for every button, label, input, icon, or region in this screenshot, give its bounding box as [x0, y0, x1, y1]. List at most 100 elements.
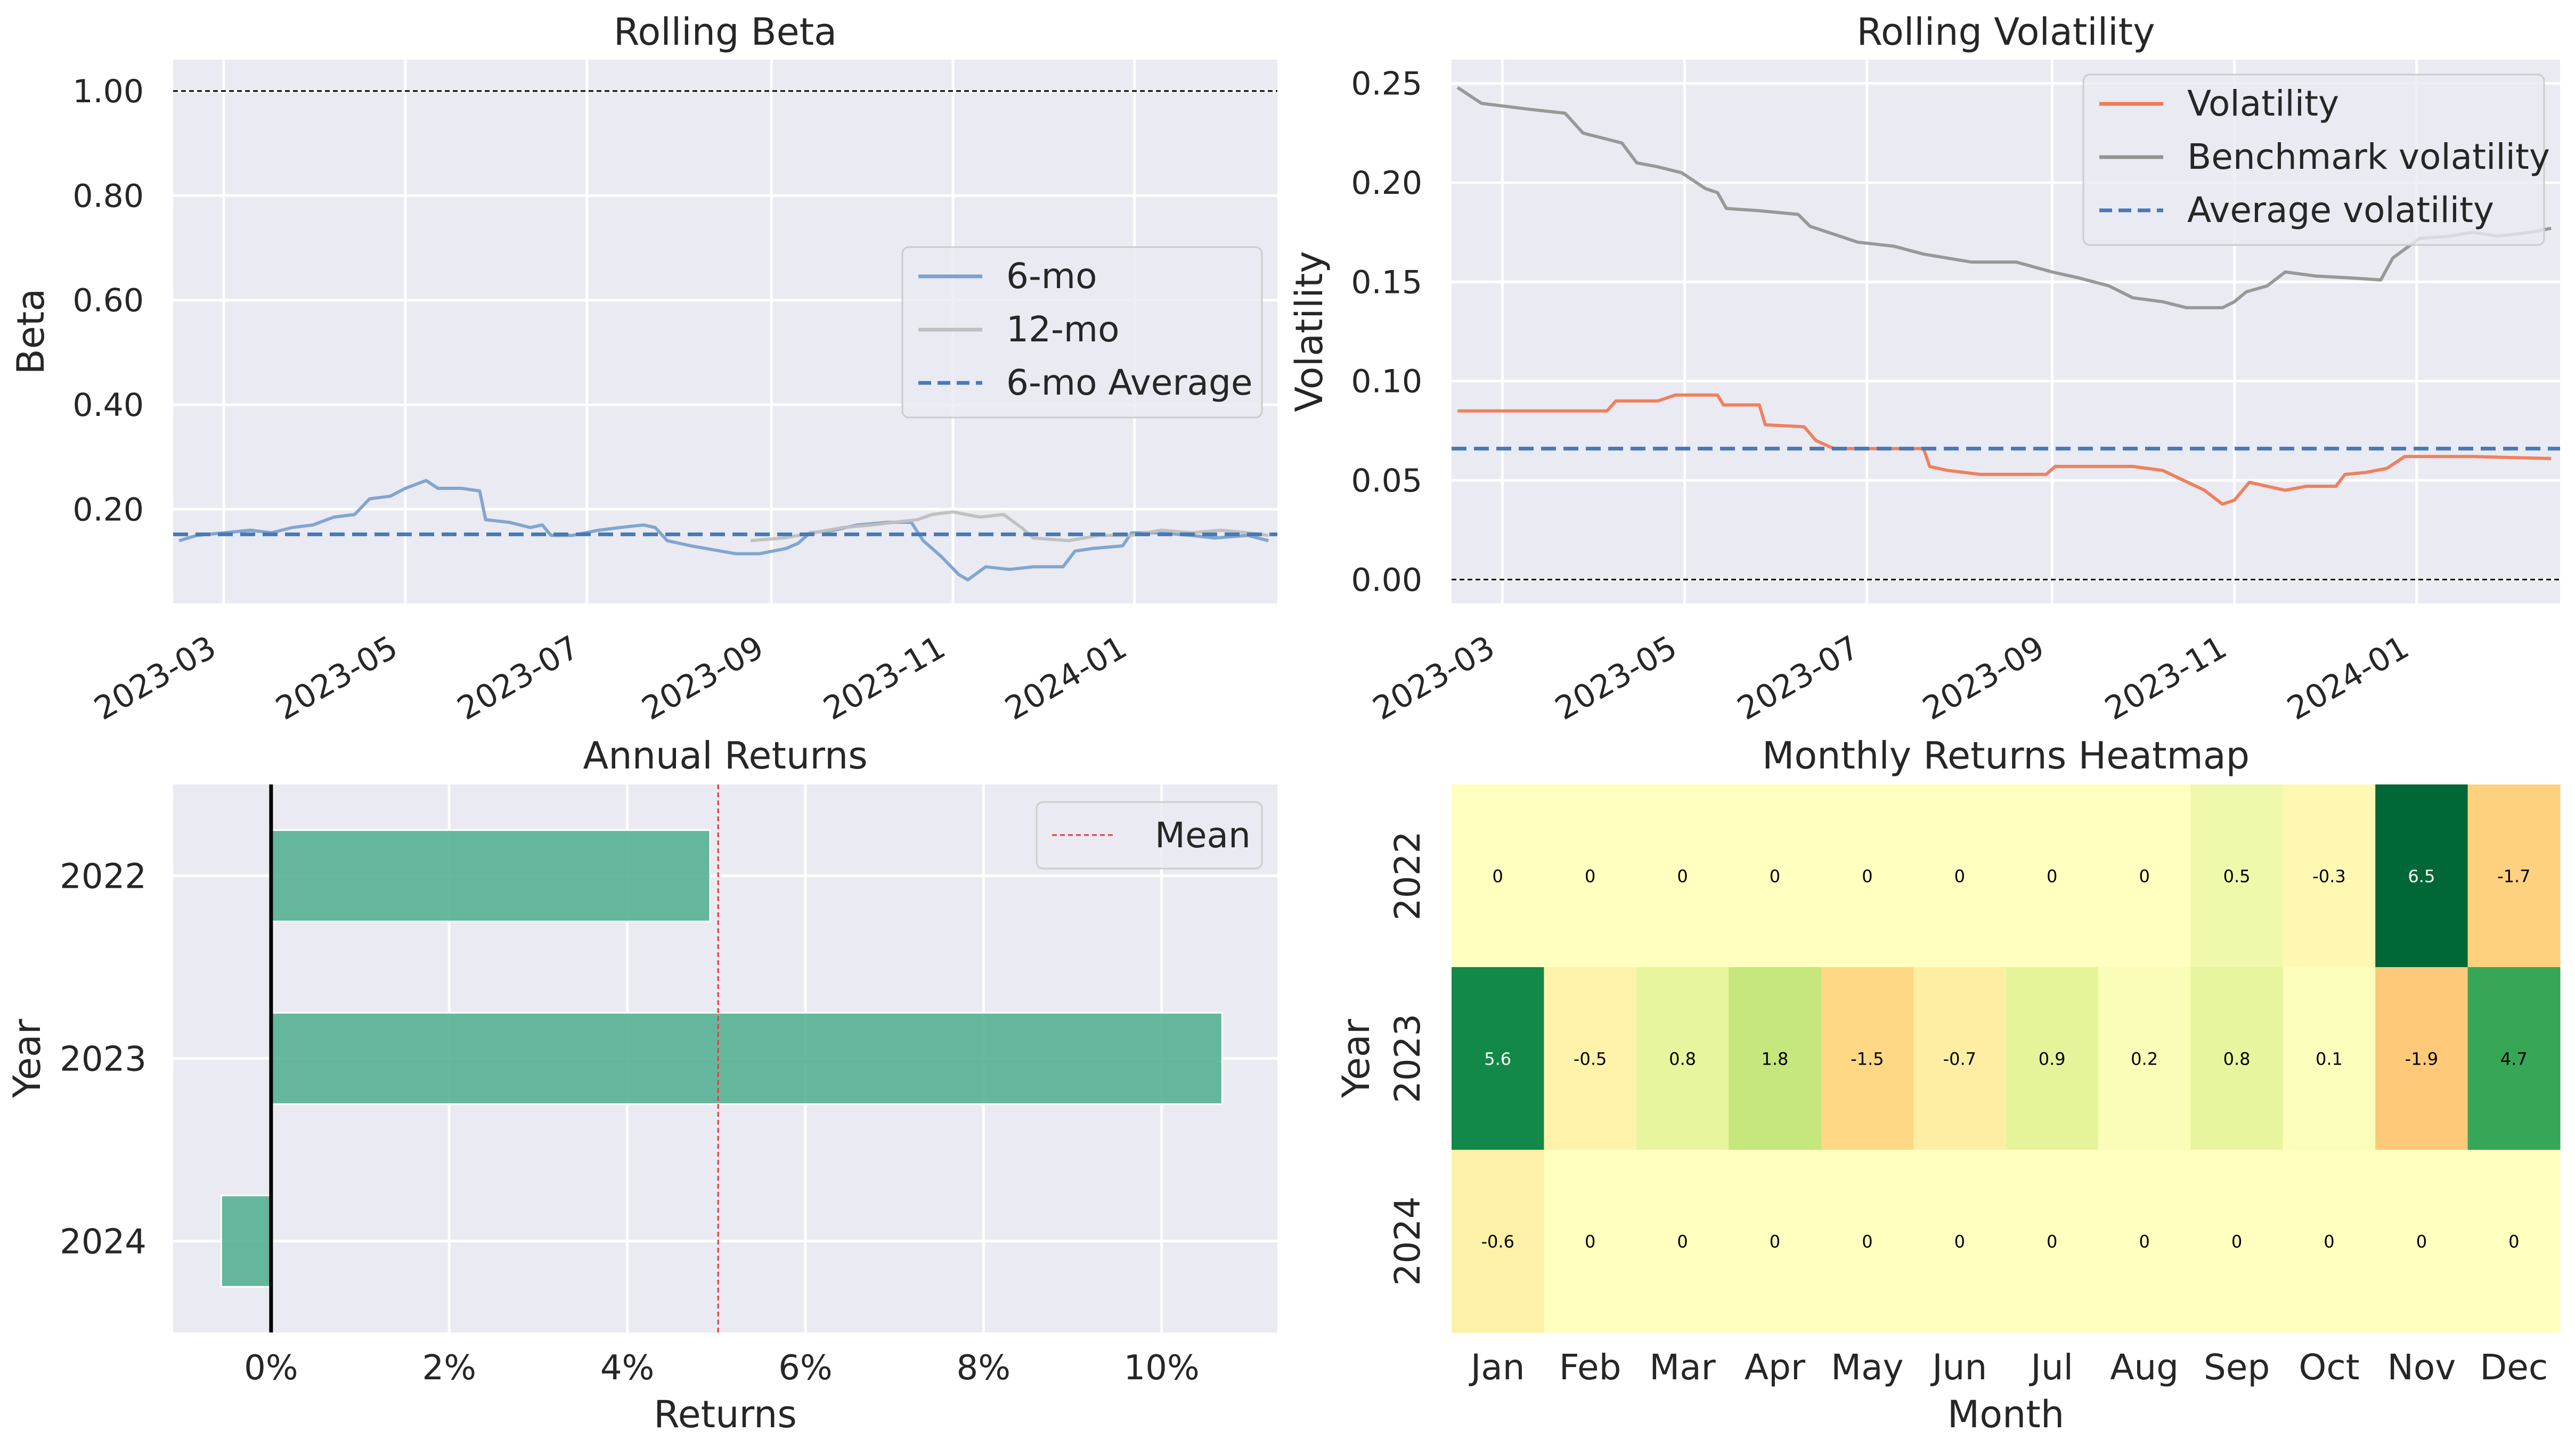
- heatmap-cell: [2006, 1150, 2099, 1333]
- x-tick-label: 2023-09: [1917, 628, 2051, 727]
- cell-value-label: 0: [2508, 1232, 2519, 1252]
- legend: 6-mo 12-mo 6-mo Average: [901, 246, 1263, 419]
- y-tick-label: 2024: [1387, 1197, 1428, 1286]
- heatmap-cell: [2467, 1150, 2561, 1333]
- y-tick-label: 2023: [1387, 1014, 1428, 1103]
- x-tick-label: Aug: [2110, 1347, 2179, 1388]
- cell-value-label: -1.5: [1851, 1049, 1884, 1069]
- heatmap-cell: [1544, 967, 1637, 1150]
- heatmap-cell: [1544, 1150, 1637, 1333]
- heatmap-cell: [1821, 1150, 1914, 1333]
- bar-2022: [270, 829, 711, 922]
- cell-value-label: 0: [1954, 866, 1965, 887]
- legend: Mean: [1036, 801, 1263, 870]
- cell-value-label: 0.5: [2223, 866, 2251, 887]
- x-tick-label: 2%: [422, 1348, 476, 1388]
- y-tick-label: 0.20: [1351, 165, 1422, 202]
- cell-value-label: -0.6: [1481, 1232, 1514, 1252]
- heatmap-cell: [1821, 967, 1914, 1150]
- cell-value-label: 0: [1677, 1232, 1688, 1252]
- cell-value-label: 0: [1585, 866, 1595, 887]
- cell-value-label: 0: [1493, 866, 1503, 887]
- cell-value-label: 0.8: [2223, 1049, 2251, 1069]
- legend-label: Volatility: [2187, 83, 2339, 124]
- cell-value-label: 6.5: [2408, 866, 2435, 887]
- cell-value-label: 0: [1585, 1232, 1595, 1252]
- cell-value-label: 1.8: [1762, 1049, 1789, 1069]
- x-tick-label: Oct: [2299, 1347, 2359, 1388]
- x-tick-label: Dec: [2480, 1347, 2548, 1388]
- chart-title: Rolling Volatility: [1857, 10, 2155, 54]
- cell-value-label: 0: [1954, 1232, 1965, 1252]
- y-tick-label: 2022: [60, 857, 146, 897]
- legend: Volatility Benchmark volatility Average vo…: [2082, 73, 2550, 246]
- cell-value-label: -0.3: [2312, 866, 2345, 887]
- x-tick-label: 4%: [600, 1348, 655, 1388]
- x-tick-label: 2024-01: [999, 628, 1133, 727]
- cell-value-label: -0.5: [1574, 1049, 1607, 1069]
- y-axis-label: Year: [1334, 1019, 1378, 1098]
- y-tick-label: 2023: [60, 1040, 146, 1079]
- cell-value-label: -1.9: [2405, 1049, 2438, 1069]
- bar-2024: [220, 1195, 272, 1288]
- cell-value-label: 0.2: [2131, 1049, 2158, 1069]
- cell-value-label: 0: [2231, 1232, 2242, 1252]
- heatmap-cell: [1636, 1150, 1729, 1333]
- x-tick-label: Feb: [1559, 1347, 1621, 1388]
- legend-label: Average volatility: [2187, 190, 2494, 231]
- heatmap-cell: [2098, 784, 2191, 968]
- y-axis-label: Year: [5, 1019, 49, 1098]
- chart-title: Rolling Beta: [614, 10, 837, 54]
- x-tick-label: Jul: [2028, 1347, 2073, 1388]
- heatmap-cell: [1913, 1150, 2006, 1333]
- y-axis-label: Volatility: [1287, 251, 1331, 412]
- legend-label: 6-mo Average: [1006, 362, 1252, 403]
- heatmap-panel: 0 0 0 0 0 0 0 0 0.5 -0.3 6.5 -1.7 5.6 -0.5 0.8 1.8 -1.5 -…: [1334, 734, 2561, 1436]
- cell-value-label: -0.7: [1943, 1049, 1976, 1069]
- cell-value-label: 0.9: [2039, 1049, 2066, 1069]
- heatmap-cell: [1452, 1150, 1544, 1333]
- heatmap-cell: [1729, 784, 1822, 968]
- cell-value-label: 4.7: [2500, 1049, 2528, 1069]
- heatmap-cell: [2098, 967, 2191, 1150]
- series-line-6-mo: [178, 479, 1269, 582]
- heatmap-cell: [1729, 967, 1822, 1150]
- rolling_beta-panel: 2023-03 2023-05 2023-07 2023-09 2023-11 2024-…: [9, 10, 1277, 727]
- x-tick-label: Nov: [2387, 1347, 2456, 1388]
- legend-label: 6-mo: [1006, 256, 1097, 297]
- bar-2023: [270, 1012, 1223, 1105]
- x-tick-label: 2023-11: [2099, 628, 2233, 727]
- heatmap-cell: [2375, 1150, 2468, 1333]
- cell-value-label: 0.8: [1669, 1049, 1696, 1069]
- x-tick-label: 2023-03: [1367, 628, 1501, 727]
- y-tick-label: 0.15: [1351, 264, 1422, 301]
- x-tick-label: Apr: [1745, 1347, 1806, 1388]
- y-tick-label: 0.25: [1351, 66, 1422, 103]
- legend-box: [901, 246, 1263, 419]
- cell-value-label: 0: [2416, 1232, 2427, 1252]
- rolling_volatility-panel: 2023-03 2023-05 2023-07 2023-09 2023-11 2024-…: [1287, 10, 2560, 727]
- chart-title: Monthly Returns Heatmap: [1762, 734, 2250, 778]
- cell-value-label: 0: [2139, 1232, 2149, 1252]
- cell-value-label: 0: [2047, 866, 2057, 887]
- heatmap-cell: [2098, 1150, 2191, 1333]
- cell-value-label: 0: [1677, 866, 1688, 887]
- y-tick-label: 0.10: [1351, 363, 1422, 400]
- cell-value-label: -1.7: [2497, 866, 2530, 887]
- heatmap-cell: [1636, 784, 1729, 968]
- x-tick-label: 2023-03: [88, 628, 222, 727]
- x-tick-label: 6%: [778, 1348, 833, 1388]
- legend-label: 12-mo: [1006, 309, 1119, 350]
- y-tick-label: 0.00: [1351, 561, 1422, 599]
- y-tick-label: 0.05: [1351, 462, 1422, 500]
- heatmap-cell: [1913, 967, 2006, 1150]
- x-axis-label: Month: [1947, 1393, 2064, 1436]
- heatmap-cell: [2375, 967, 2468, 1150]
- x-tick-label: 2023-05: [1549, 628, 1683, 727]
- heatmap-cell: [2375, 784, 2468, 968]
- heatmap-cell: [2467, 967, 2561, 1150]
- y-tick-label: 0.60: [72, 282, 144, 320]
- y-tick-label: 2024: [60, 1223, 146, 1262]
- legend-label: Mean: [1155, 815, 1251, 856]
